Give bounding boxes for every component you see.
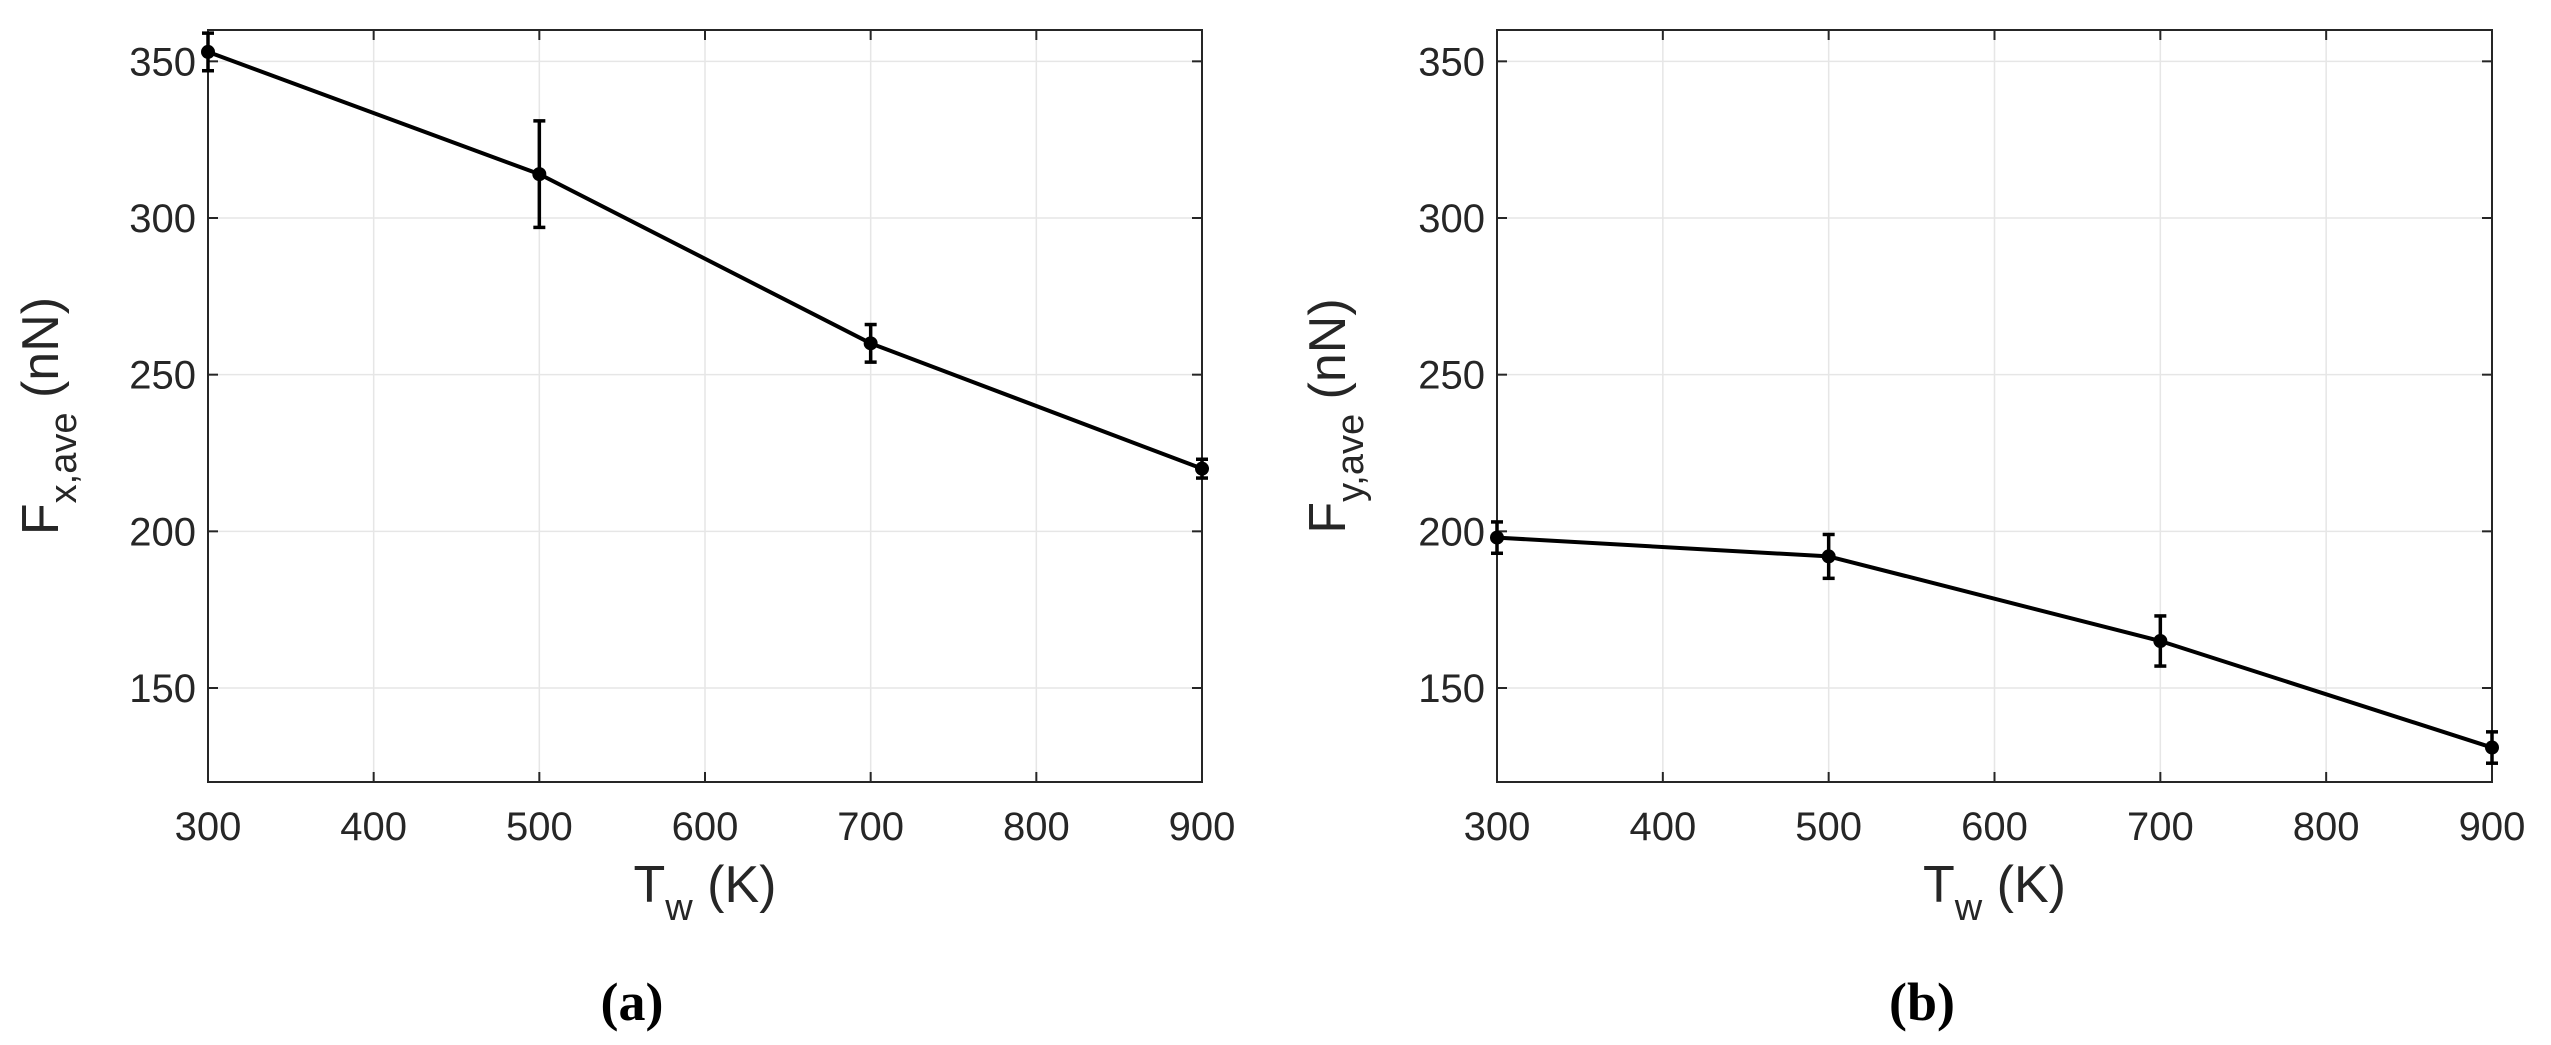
y-tick-label: 150 [1418,667,1485,711]
x-axis-label: Tw (K) [1923,856,2066,929]
x-axis-label-unit: (K) [1982,856,2066,914]
data-point [201,44,215,59]
x-axis-label-subscript: w [1954,887,1983,929]
x-tick-label: 400 [340,805,407,849]
y-tick-label: 300 [1418,197,1485,241]
y-axis-label-unit: (nN) [12,297,70,413]
y-axis-label-subscript: y,ave [1330,414,1372,502]
y-tick-label: 200 [1418,510,1485,554]
x-tick-label: 900 [2459,805,2526,849]
x-axis-label-main: T [1923,856,1955,914]
y-tick-label: 250 [1418,354,1485,398]
y-axis-label: Fx,ave (nN) [12,297,85,535]
x-tick-label: 600 [672,805,739,849]
x-tick-label: 600 [1961,805,2028,849]
y-tick-label: 150 [129,667,196,711]
chart-panel-a: 300 400 500 600 700 800 900 150 200 250 300 350 Tw (… [12,29,1236,1032]
x-tick-label: 300 [1464,805,1531,849]
x-tick-label: 500 [506,805,573,849]
y-axis-label-unit: (nN) [1299,298,1357,414]
data-point [2485,740,2499,755]
panel-caption: (b) [1889,972,1955,1032]
x-tick-label: 800 [2293,805,2360,849]
x-axis-label: Tw (K) [634,856,777,929]
y-axis-label: Fy,ave (nN) [1299,298,1372,533]
x-tick-label: 500 [1795,805,1862,849]
data-point [1195,461,1209,476]
x-tick-label: 700 [2127,805,2194,849]
y-tick-label: 350 [129,40,196,84]
x-axis-label-subscript: w [664,887,693,929]
data-point [532,167,547,182]
series-line [207,50,1203,471]
x-tick-label: 700 [837,805,904,849]
x-tick-label: 300 [175,805,242,849]
data-point [863,336,878,351]
y-tick-label: 350 [1418,40,1485,84]
x-tick-label: 900 [1169,805,1236,849]
data-point [1821,549,1836,564]
panel-caption: (a) [601,972,664,1032]
y-tick-label: 200 [129,510,196,554]
y-tick-label: 300 [129,197,196,241]
x-tick-label: 400 [1629,805,1696,849]
data-point [2153,634,2168,648]
y-axis-label-subscript: x,ave [43,412,85,503]
x-axis-label-main: T [634,856,666,914]
x-tick-label: 800 [1003,805,1070,849]
data-point [1490,530,1504,545]
y-tick-label: 250 [129,354,196,398]
y-axis-label-main: F [1299,502,1357,534]
series-line [1496,535,2493,750]
chart-panel-b: 300 400 500 600 700 800 900 150 200 250 300 350 Tw (… [1299,29,2526,1032]
x-axis-label-unit: (K) [693,856,777,914]
y-axis-label-main: F [12,503,70,535]
